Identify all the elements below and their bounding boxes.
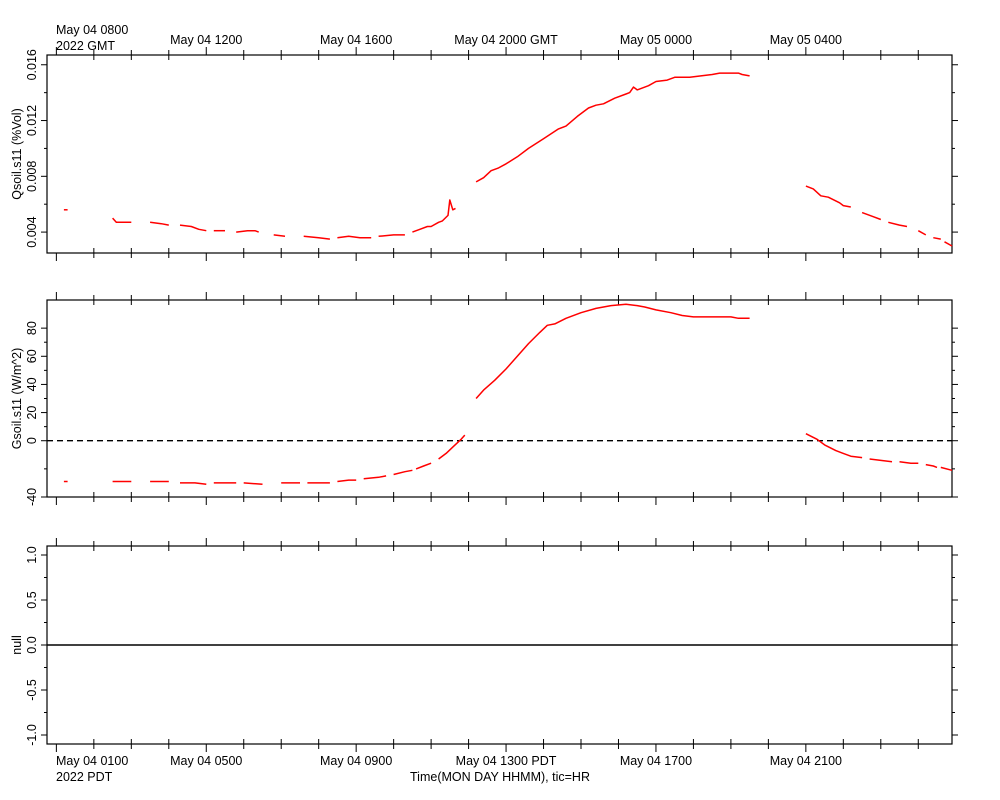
y-tick-label: 1.0 — [25, 546, 39, 563]
plot-frame — [46, 54, 953, 254]
bottom-left-year-zone-label: 2022 PDT — [56, 770, 113, 784]
bottom-left-date-label: May 04 0100 — [56, 754, 128, 768]
series-segment-2 — [112, 217, 132, 224]
series-segment-12 — [475, 72, 750, 183]
series-segment-15 — [805, 433, 863, 459]
series-segment-14 — [861, 211, 882, 221]
bottom-axis-label: May 04 0900 — [320, 754, 392, 768]
y-tick-label: 40 — [25, 377, 39, 391]
series-segment-12 — [415, 462, 432, 470]
plot-frame — [46, 299, 953, 498]
series-segment-3 — [150, 221, 169, 226]
top-left-date-label: May 04 0800 — [56, 23, 128, 37]
y-tick-label: 0.004 — [25, 216, 39, 247]
series-segment-10 — [363, 475, 387, 480]
series-segment-11 — [412, 199, 456, 233]
series-segment-10 — [378, 234, 405, 238]
series-segment-11 — [393, 469, 413, 476]
series-segment-6 — [236, 229, 259, 233]
top-axis-label: May 05 0000 — [620, 33, 692, 47]
series-segment-13 — [805, 185, 851, 208]
y-tick-label: 0.5 — [25, 591, 39, 608]
top-axis-label: May 04 2000 GMT — [454, 33, 558, 47]
top-axis-label: May 04 1600 — [320, 33, 392, 47]
y-axis-title: null — [10, 635, 24, 654]
y-tick-label: 0.012 — [25, 105, 39, 136]
bottom-axis-label: May 04 0500 — [170, 754, 242, 768]
series-segment-7 — [273, 234, 286, 238]
y-tick-label: 0.0 — [25, 636, 39, 653]
top-axis-label: May 05 0400 — [770, 33, 842, 47]
series-segment-4 — [179, 224, 207, 232]
series-segment-9 — [337, 235, 372, 239]
y-tick-label: 0.008 — [25, 161, 39, 192]
y-tick-label: 0 — [25, 437, 39, 444]
series-segment-16 — [917, 230, 927, 236]
top-axis-label: May 04 1200 — [170, 33, 242, 47]
series-segment-17 — [933, 236, 941, 240]
series-segment-14 — [475, 303, 750, 399]
series-segment-13 — [438, 434, 466, 460]
y-tick-label: -0.5 — [25, 679, 39, 701]
y-tick-label: 20 — [25, 406, 39, 420]
series-segment-17 — [899, 461, 919, 464]
panel-3: -1.0 -0.5 0.0 0.5 1.0 null — [10, 538, 958, 752]
y-axis-title: Qsoil.s11 (%Vol) — [10, 108, 24, 199]
panel-1: 0.004 0.008 0.012 0.016 Qsoil.s11 (%Vol) — [10, 47, 958, 261]
bottom-axis-label: May 04 1700 — [620, 754, 692, 768]
bottom-axis-label: May 04 2100 — [770, 754, 842, 768]
series-segment-9 — [337, 479, 357, 483]
bottom-axis-label: May 04 1300 PDT — [456, 754, 557, 768]
y-tick-label: 0.016 — [25, 49, 39, 80]
y-tick-label: 60 — [25, 349, 39, 363]
series-segment-15 — [888, 221, 908, 228]
plots-group: 0.004 0.008 0.012 0.016 Qsoil.s11 (%Vol) -40 0… — [10, 33, 958, 768]
series-segment-18 — [925, 463, 938, 469]
series-segment-19 — [940, 466, 953, 472]
series-segment-8 — [303, 235, 330, 240]
top-left-year-zone-label: 2022 GMT — [56, 39, 115, 53]
series-segment-18 — [944, 241, 953, 247]
y-tick-label: 80 — [25, 321, 39, 335]
y-tick-label: -1.0 — [25, 724, 39, 746]
y-tick-label: -40 — [25, 488, 39, 506]
series-segment-6 — [243, 482, 263, 486]
series-segment-4 — [180, 482, 207, 486]
y-axis-title: Gsoil.s11 (W/m^2) — [10, 348, 24, 449]
x-axis-title: Time(MON DAY HHMM), tic=HR — [410, 770, 590, 784]
series-segment-16 — [869, 458, 893, 463]
